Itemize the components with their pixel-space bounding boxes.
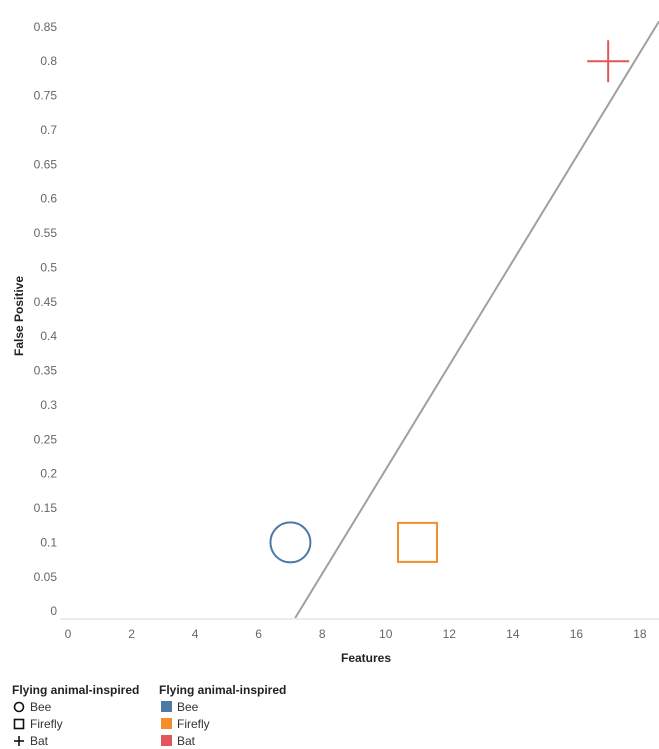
y-tick-label: 0.25: [34, 432, 58, 446]
legend-label: Bat: [30, 733, 49, 748]
y-tick-label: 0.45: [34, 295, 58, 309]
data-points: [269, 40, 630, 564]
y-tick-label: 0.65: [34, 157, 58, 171]
shape-legend-item-bee[interactable]: Bee: [12, 698, 139, 715]
trend-line-group: [294, 20, 659, 619]
y-axis-title: False Positive: [12, 276, 26, 356]
color-legend-item-bat[interactable]: Bat: [159, 732, 286, 749]
y-tick-label: 0.6: [40, 192, 57, 206]
legend-label: Firefly: [30, 716, 63, 731]
color-legend: Flying animal-inspired Bee Firefly Bat: [159, 683, 286, 749]
y-tick-label: 0.85: [34, 20, 58, 34]
color-swatch-icon: [159, 735, 173, 746]
color-legend-item-bee[interactable]: Bee: [159, 698, 286, 715]
legend-label: Bee: [177, 699, 199, 714]
color-swatch-icon: [159, 701, 173, 712]
y-tick-label: 0.4: [40, 329, 57, 343]
y-tick-label: 0.3: [40, 398, 57, 412]
legend-label: Bat: [177, 733, 196, 748]
color-swatch-icon: [159, 718, 173, 729]
color-legend-title: Flying animal-inspired: [159, 683, 287, 697]
y-tick-label: 0.35: [34, 364, 58, 378]
x-tick-label: 14: [506, 627, 520, 641]
y-tick-label: 0.5: [40, 260, 57, 274]
x-axis-ticks: 0 2 4 6 8 10 12 14 16 18: [65, 627, 647, 641]
x-tick-label: 12: [443, 627, 457, 641]
point-bee[interactable]: [269, 521, 312, 564]
square-icon: [12, 718, 26, 730]
shape-legend: Flying animal-inspired Bee Firefly Bat: [12, 683, 139, 749]
y-tick-label: 0.15: [34, 501, 58, 515]
y-tick-label: 0: [50, 604, 57, 618]
y-axis-ticks: 0 0.05 0.1 0.15 0.2 0.25 0.3 0.35 0.4 0.45 0.5 0.55…: [34, 20, 58, 618]
x-tick-label: 18: [633, 627, 647, 641]
x-tick-label: 4: [192, 627, 199, 641]
color-legend-item-firefly[interactable]: Firefly: [159, 715, 286, 732]
x-tick-label: 10: [379, 627, 393, 641]
shape-legend-title: Flying animal-inspired: [12, 683, 140, 697]
legend-label: Bee: [30, 699, 52, 714]
circle-icon: [12, 701, 26, 713]
trend-line: [294, 20, 659, 619]
y-tick-label: 0.8: [40, 54, 57, 68]
y-tick-label: 0.7: [40, 123, 57, 137]
x-tick-label: 2: [128, 627, 135, 641]
y-tick-label: 0.2: [40, 467, 57, 481]
x-tick-label: 0: [65, 627, 72, 641]
legend-label: Firefly: [177, 716, 210, 731]
shape-legend-item-firefly[interactable]: Firefly: [12, 715, 139, 732]
point-firefly[interactable]: [397, 521, 439, 563]
plus-icon: [12, 735, 26, 747]
x-axis-title: Features: [341, 651, 391, 665]
x-tick-label: 16: [570, 627, 584, 641]
scatter-chart: 0 0.05 0.1 0.15 0.2 0.25 0.3 0.35 0.4 0.45 0.5 0.55…: [12, 20, 659, 665]
x-tick-label: 8: [319, 627, 326, 641]
y-tick-label: 0.55: [34, 226, 58, 240]
y-tick-label: 0.05: [34, 570, 58, 584]
y-tick-label: 0.75: [34, 89, 58, 103]
shape-legend-item-bat[interactable]: Bat: [12, 732, 139, 749]
point-bat[interactable]: [587, 40, 630, 83]
x-tick-label: 6: [255, 627, 262, 641]
y-tick-label: 0.1: [40, 535, 57, 549]
